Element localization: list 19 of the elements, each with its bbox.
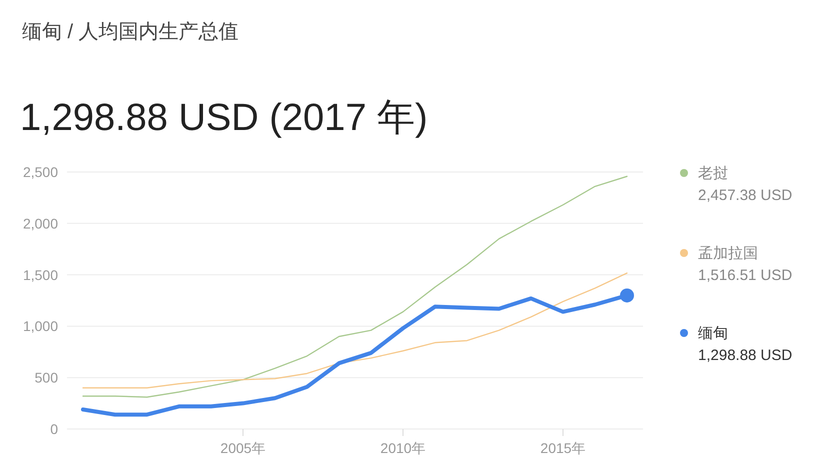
- x-tick-label: 2015年: [540, 440, 586, 456]
- chart-title: 缅甸 / 人均国内生产总值: [22, 21, 239, 43]
- x-tick-label: 2010年: [380, 440, 426, 456]
- text: 1,516.51 USD: [698, 267, 792, 284]
- text: 2,457.38 USD: [698, 187, 792, 204]
- y-tick-label: 500: [34, 370, 58, 386]
- y-tick-label: 1,500: [22, 266, 58, 283]
- text: 1,298.88 USD: [698, 347, 792, 364]
- line-series: [82, 272, 628, 388]
- x-tick-label: 2005年: [220, 440, 266, 456]
- legend-label: 缅甸: [698, 325, 728, 342]
- chart-subtitle: 1,298.88 USD (2017 年): [20, 97, 428, 139]
- line-series: [82, 176, 628, 398]
- legend-label: 孟加拉国: [698, 245, 758, 262]
- legend-label: 老挝: [698, 165, 728, 182]
- y-tick-label: 0: [50, 421, 58, 437]
- y-tick-label: 1,000: [22, 318, 58, 334]
- y-tick-label: 2,500: [22, 164, 58, 180]
- y-tick-label: 2,000: [22, 215, 58, 232]
